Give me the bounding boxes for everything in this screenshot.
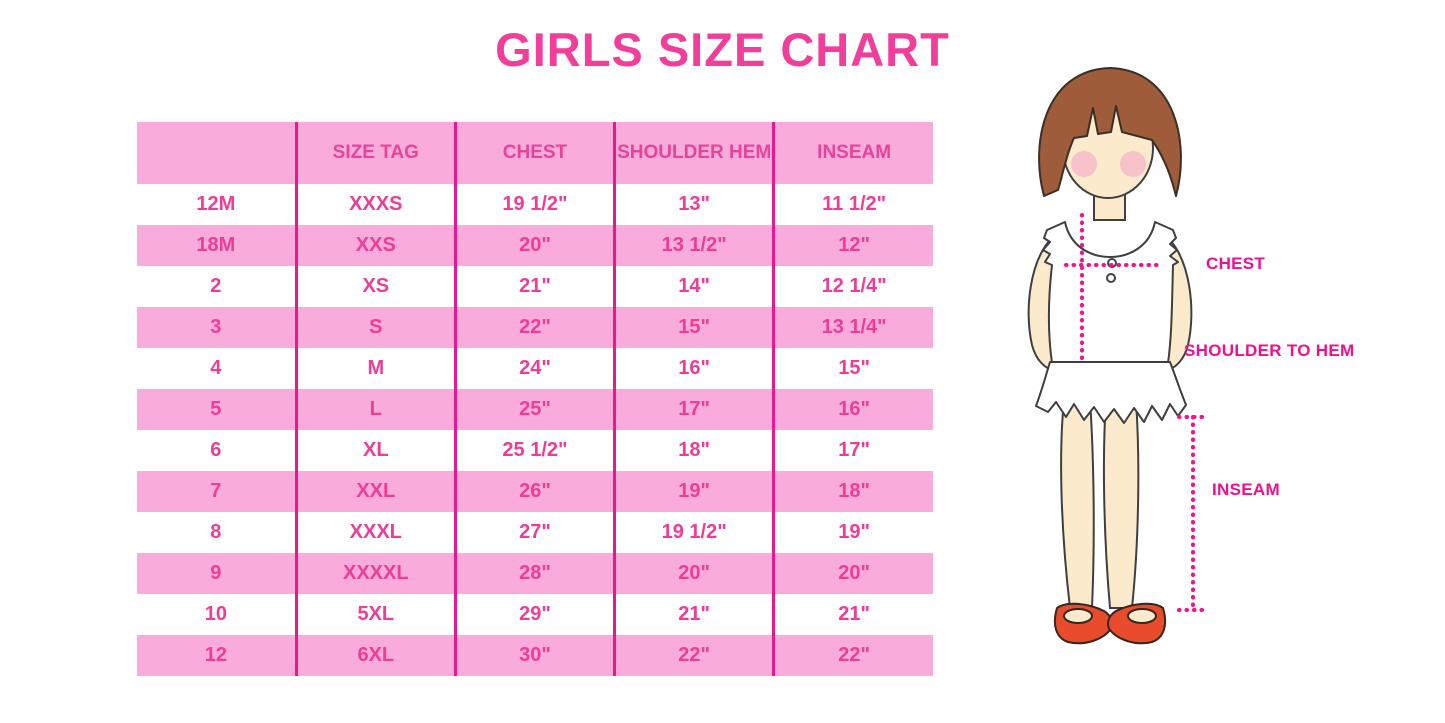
size-cell: 18" [772,471,933,512]
size-cell: 21" [772,594,933,635]
size-cell: 12M [196,193,236,215]
size-cell: M [294,348,456,389]
size-cell: 8 [210,521,222,543]
column-header: SIZE TAG [294,122,456,184]
size-cell: 22" [613,635,774,676]
size-cell: 20" [453,225,615,266]
size-cell: 15" [613,307,774,348]
size-cell: 29" [453,594,615,635]
size-cell: 14" [613,266,774,307]
size-cell: 21" [453,266,615,307]
table-row: 9 XXXXL 28" 20" 20" [137,553,933,594]
table-row: 6 XL 25 1/2" 18" 17" [137,430,933,471]
column-header: CHEST [453,122,615,184]
size-cell: XXS [294,225,456,266]
size-cell: 16" [613,348,774,389]
size-cell: 4 [210,357,222,379]
right-leg [1102,399,1140,609]
table-row: 7 XXL 26" 19" 18" [137,471,933,512]
table-header-row: SIZE TAG CHEST SHOULDER HEM INSEAM [137,122,933,184]
size-cell: XXL [294,471,456,512]
column-header [137,122,297,184]
size-cell: 6XL [294,635,456,676]
table-body: 12M XXXS 19 1/2" 13" 11 1/2" 18M XXS 20" 13 1/2"… [137,184,933,676]
page-title: GIRLS SIZE CHART [495,23,950,76]
size-cell: 30" [453,635,615,676]
size-cell: XXXS [294,184,456,225]
size-cell: 6 [210,439,222,461]
size-cell: 10 [204,603,227,625]
size-cell: S [294,307,456,348]
column-header: INSEAM [772,122,933,184]
size-cell: 18M [137,225,297,266]
size-cell: XS [294,266,456,307]
size-cell: 13 1/2" [613,225,774,266]
size-cell: 9 [137,553,297,594]
size-cell: 22" [772,635,933,676]
size-cell: 25" [453,389,615,430]
size-cell: 7 [137,471,297,512]
dress-top [1042,221,1179,364]
size-cell: 11 1/2" [772,184,933,225]
table-row: 3 S 22" 15" 13 1/4" [137,307,933,348]
table-row: 8 XXXL 27" 19 1/2" 19" [137,512,933,553]
table-row: SIZE TAG CHEST SHOULDER HEM INSEAM [137,122,933,184]
shoulder-to-hem-label: SHOULDER TO HEM [1184,341,1355,360]
table-row: 5 L 25" 17" 16" [137,389,933,430]
hair [1038,67,1182,197]
size-cell: 5 [137,389,297,430]
size-cell: 28" [453,553,615,594]
size-cell: 2 [210,275,222,297]
girl-measurement-illustration [1027,67,1207,645]
size-cell: 12 [137,635,297,676]
size-cell: 5XL [294,594,456,635]
size-cell: 13" [613,184,774,225]
size-cell: 24" [453,348,615,389]
table-row: 18M XXS 20" 13 1/2" 12" [137,225,933,266]
table-row: 12 6XL 30" 22" 22" [137,635,933,676]
size-cell: 3 [137,307,297,348]
size-cell: 19" [772,512,933,553]
size-cell: 19 1/2" [453,184,615,225]
size-cell: 20" [613,553,774,594]
size-cell: L [294,389,456,430]
table-row: 10 5XL 29" 21" 21" [137,594,933,635]
left-shoe-opening [1063,608,1093,624]
size-cell: 26" [453,471,615,512]
size-cell: 13 1/4" [772,307,933,348]
table-row: 12M XXXS 19 1/2" 13" 11 1/2" [137,184,933,225]
size-cell: 25 1/2" [453,430,615,471]
size-cell: 17" [613,389,774,430]
button-bottom [1106,273,1116,283]
size-cell: XXXXL [294,553,456,594]
size-cell: XL [294,430,456,471]
table-row: 2 XS 21" 14" 12 1/4" [137,266,933,307]
size-cell: 12" [772,225,933,266]
size-cell: 19 1/2" [613,512,774,553]
size-cell: 18" [613,430,774,471]
blush-left [1071,151,1097,177]
size-cell: 22" [453,307,615,348]
girls-size-table: SIZE TAG CHEST SHOULDER HEM INSEAM 12M XXXS 1… [137,122,933,676]
size-cell: 19" [613,471,774,512]
size-cell: 21" [613,594,774,635]
inseam-label: INSEAM [1212,480,1280,499]
right-shoe-opening [1127,608,1157,624]
size-cell: XXXL [294,512,456,553]
size-cell: 27" [453,512,615,553]
chest-label: CHEST [1206,254,1266,273]
column-header: SHOULDER HEM [613,122,774,184]
size-cell: 16" [772,389,933,430]
size-cell: 20" [772,553,933,594]
skirt [1035,361,1187,424]
blush-right [1120,151,1146,177]
size-cell: 12 1/4" [772,266,933,307]
size-cell: 15" [772,348,933,389]
table-row: 4 M 24" 16" 15" [137,348,933,389]
left-leg [1060,399,1095,609]
size-cell: 17" [772,430,933,471]
